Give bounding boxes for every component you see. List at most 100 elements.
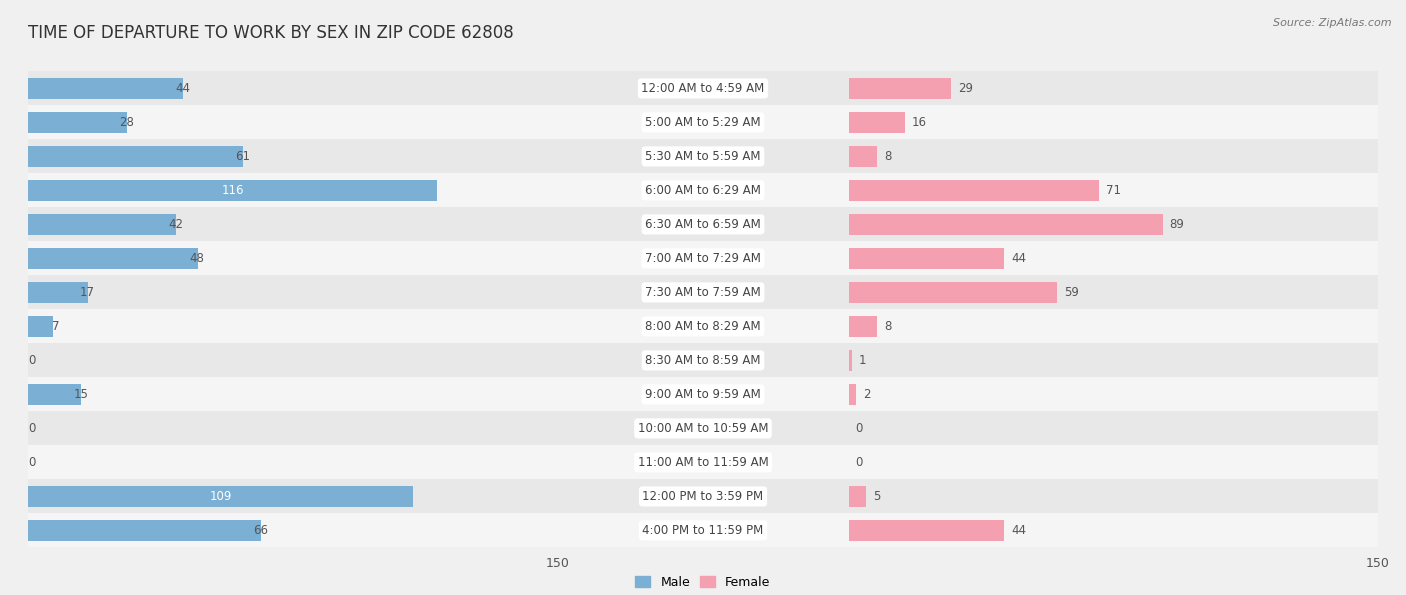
Bar [28, 146, 243, 167]
Text: 12:00 AM to 4:59 AM: 12:00 AM to 4:59 AM [641, 82, 765, 95]
Bar [849, 446, 1378, 480]
Text: 10:00 AM to 10:59 AM: 10:00 AM to 10:59 AM [638, 422, 768, 435]
Bar [849, 248, 1004, 268]
Text: 17: 17 [80, 286, 96, 299]
Text: 2: 2 [863, 388, 870, 401]
Text: 8: 8 [884, 150, 891, 163]
Bar [557, 480, 849, 513]
Text: 8:30 AM to 8:59 AM: 8:30 AM to 8:59 AM [645, 354, 761, 367]
Text: 61: 61 [235, 150, 250, 163]
Bar [557, 377, 849, 411]
Text: 0: 0 [856, 456, 863, 469]
Bar [28, 139, 557, 173]
Bar [28, 71, 557, 105]
Text: 6:30 AM to 6:59 AM: 6:30 AM to 6:59 AM [645, 218, 761, 231]
Text: 11:00 AM to 11:59 AM: 11:00 AM to 11:59 AM [638, 456, 768, 469]
Bar [557, 208, 849, 242]
Bar [849, 520, 1004, 541]
Bar [557, 173, 849, 208]
Bar [28, 248, 197, 268]
Text: 44: 44 [1011, 252, 1026, 265]
Bar [849, 411, 1378, 446]
Bar [28, 180, 437, 201]
Text: 1: 1 [859, 354, 866, 367]
Bar [28, 208, 557, 242]
Text: 7:00 AM to 7:29 AM: 7:00 AM to 7:29 AM [645, 252, 761, 265]
Bar [849, 513, 1378, 547]
Text: 116: 116 [222, 184, 245, 197]
Bar [28, 411, 557, 446]
Bar [28, 214, 176, 234]
Bar [557, 513, 849, 547]
Bar [557, 242, 849, 275]
Bar [849, 139, 1378, 173]
Text: 6:00 AM to 6:29 AM: 6:00 AM to 6:29 AM [645, 184, 761, 197]
Bar [557, 411, 849, 446]
Text: 0: 0 [28, 354, 35, 367]
Bar [849, 146, 877, 167]
Text: 66: 66 [253, 524, 269, 537]
Bar [28, 78, 183, 99]
Bar [849, 208, 1378, 242]
Legend: Male, Female: Male, Female [636, 576, 770, 588]
Text: 12:00 PM to 3:59 PM: 12:00 PM to 3:59 PM [643, 490, 763, 503]
Bar [849, 486, 866, 506]
Text: 8: 8 [884, 320, 891, 333]
Text: 7: 7 [52, 320, 60, 333]
Text: 8:00 AM to 8:29 AM: 8:00 AM to 8:29 AM [645, 320, 761, 333]
Bar [849, 275, 1378, 309]
Bar [28, 105, 557, 139]
Text: Source: ZipAtlas.com: Source: ZipAtlas.com [1274, 18, 1392, 28]
Text: 44: 44 [176, 82, 190, 95]
Text: 71: 71 [1107, 184, 1121, 197]
Bar [557, 446, 849, 480]
Text: 15: 15 [73, 388, 89, 401]
Bar [28, 343, 557, 377]
Bar [28, 384, 82, 405]
Bar [28, 242, 557, 275]
Text: 5: 5 [873, 490, 880, 503]
Bar [849, 242, 1378, 275]
Text: TIME OF DEPARTURE TO WORK BY SEX IN ZIP CODE 62808: TIME OF DEPARTURE TO WORK BY SEX IN ZIP … [28, 24, 513, 42]
Text: 0: 0 [856, 422, 863, 435]
Bar [849, 377, 1378, 411]
Text: 5:30 AM to 5:59 AM: 5:30 AM to 5:59 AM [645, 150, 761, 163]
Text: 9:00 AM to 9:59 AM: 9:00 AM to 9:59 AM [645, 388, 761, 401]
Bar [849, 112, 905, 133]
Text: 16: 16 [912, 116, 927, 129]
Bar [557, 309, 849, 343]
Bar [28, 112, 127, 133]
Text: 5:00 AM to 5:29 AM: 5:00 AM to 5:29 AM [645, 116, 761, 129]
Bar [849, 343, 1378, 377]
Bar [849, 350, 852, 371]
Text: 48: 48 [190, 252, 204, 265]
Bar [28, 480, 557, 513]
Text: 109: 109 [209, 490, 232, 503]
Bar [28, 520, 262, 541]
Text: 44: 44 [1011, 524, 1026, 537]
Text: 42: 42 [169, 218, 183, 231]
Bar [28, 282, 89, 303]
Text: 59: 59 [1064, 286, 1078, 299]
Bar [849, 214, 1163, 234]
Bar [557, 275, 849, 309]
Bar [849, 384, 856, 405]
Bar [849, 173, 1378, 208]
Text: 89: 89 [1170, 218, 1185, 231]
Text: 28: 28 [120, 116, 134, 129]
Bar [28, 446, 557, 480]
Bar [849, 71, 1378, 105]
Bar [849, 480, 1378, 513]
Bar [28, 377, 557, 411]
Bar [849, 309, 1378, 343]
Bar [28, 309, 557, 343]
Bar [849, 316, 877, 337]
Bar [557, 139, 849, 173]
Bar [28, 513, 557, 547]
Bar [28, 275, 557, 309]
Bar [557, 343, 849, 377]
Text: 4:00 PM to 11:59 PM: 4:00 PM to 11:59 PM [643, 524, 763, 537]
Text: 0: 0 [28, 456, 35, 469]
Text: 29: 29 [957, 82, 973, 95]
Text: 7:30 AM to 7:59 AM: 7:30 AM to 7:59 AM [645, 286, 761, 299]
